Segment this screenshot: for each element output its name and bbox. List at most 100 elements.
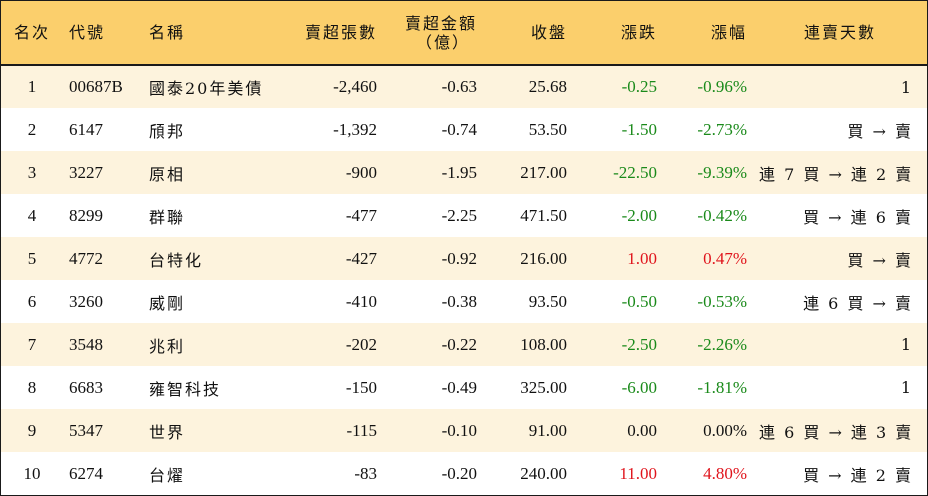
cell-change-pct: -0.42% bbox=[697, 205, 747, 225]
header-sell-shares[interactable]: 賣超張數 bbox=[304, 23, 377, 42]
cell-close: 91.00 bbox=[528, 420, 567, 440]
cell-sell-amount: -0.20 bbox=[441, 463, 477, 483]
cell-name: 台特化 bbox=[149, 250, 204, 270]
cell-close: 325.00 bbox=[520, 377, 567, 397]
cell-close: 240.00 bbox=[520, 463, 567, 483]
header-name[interactable]: 名稱 bbox=[149, 23, 186, 42]
header-rank[interactable]: 名次 bbox=[13, 23, 50, 42]
header-change-pct[interactable]: 漲幅 bbox=[710, 23, 747, 42]
cell-streak: 1 bbox=[900, 77, 913, 97]
cell-close: 217.00 bbox=[520, 162, 567, 182]
cell-rank: 3 bbox=[27, 162, 37, 182]
table-row[interactable]: 10 6274 台燿 -83 -0.20 240.00 11.00 4.80% 買 → 連 2 … bbox=[1, 452, 927, 495]
cell-change: -1.50 bbox=[621, 119, 657, 139]
cell-code: 6274 bbox=[69, 463, 103, 483]
cell-code: 4772 bbox=[69, 248, 103, 268]
cell-code: 6683 bbox=[69, 377, 103, 397]
cell-sell-shares: -900 bbox=[345, 162, 377, 182]
cell-sell-amount: -2.25 bbox=[441, 205, 477, 225]
cell-sell-shares: -1,392 bbox=[333, 119, 377, 139]
header-streak[interactable]: 連賣天數 bbox=[803, 23, 876, 42]
table-row[interactable]: 1 00687B 國泰20年美債 -2,460 -0.63 25.68 -0.25 -0.96… bbox=[1, 65, 927, 108]
cell-change: -0.50 bbox=[621, 291, 657, 311]
cell-change-pct: -0.53% bbox=[697, 291, 747, 311]
cell-rank: 6 bbox=[27, 291, 37, 311]
table-row[interactable]: 4 8299 群聯 -477 -2.25 471.50 -2.00 -0.42% 買 → 連 6… bbox=[1, 194, 927, 237]
header-code[interactable]: 代號 bbox=[69, 23, 106, 42]
cell-sell-shares: -202 bbox=[345, 334, 377, 354]
cell-streak: 連 6 買 → 賣 bbox=[803, 293, 913, 313]
cell-sell-amount: -0.38 bbox=[441, 291, 477, 311]
cell-close: 25.68 bbox=[528, 77, 567, 96]
cell-change-pct: 0.00% bbox=[703, 420, 747, 440]
cell-rank: 1 bbox=[27, 77, 37, 96]
cell-change: -2.00 bbox=[621, 205, 657, 225]
cell-change-pct: -1.81% bbox=[697, 377, 747, 397]
cell-code: 3260 bbox=[69, 291, 103, 311]
cell-close: 471.50 bbox=[520, 205, 567, 225]
cell-streak: 連 6 買 → 連 3 賣 bbox=[759, 422, 914, 442]
cell-sell-amount: -0.74 bbox=[441, 119, 477, 139]
cell-rank: 4 bbox=[27, 205, 37, 225]
cell-streak: 買 → 賣 bbox=[847, 121, 913, 141]
cell-sell-shares: -427 bbox=[345, 248, 377, 268]
header-row: 名次 代號 名稱 賣超張數 賣超金額 （億） 收盤 漲跌 漲幅 連賣天數 bbox=[1, 1, 927, 65]
cell-name: 威剛 bbox=[149, 293, 186, 313]
cell-sell-shares: -115 bbox=[346, 420, 377, 440]
cell-streak: 買 → 連 2 賣 bbox=[803, 465, 913, 485]
cell-sell-amount: -0.22 bbox=[441, 334, 477, 354]
cell-code: 6147 bbox=[69, 119, 103, 139]
table-row[interactable]: 2 6147 頎邦 -1,392 -0.74 53.50 -1.50 -2.73% 買 → 賣 bbox=[1, 108, 927, 151]
cell-streak: 連 7 買 → 連 2 賣 bbox=[759, 164, 914, 184]
cell-change: -6.00 bbox=[621, 377, 657, 397]
cell-close: 53.50 bbox=[528, 119, 567, 139]
cell-sell-shares: -150 bbox=[345, 377, 377, 397]
cell-rank: 9 bbox=[27, 420, 37, 440]
cell-sell-amount: -1.95 bbox=[441, 162, 477, 182]
cell-code: 3227 bbox=[69, 162, 103, 182]
table-row[interactable]: 9 5347 世界 -115 -0.10 91.00 0.00 0.00% 連 6 買 → 連 … bbox=[1, 409, 927, 452]
cell-change-pct: -0.96% bbox=[697, 77, 747, 96]
cell-rank: 7 bbox=[27, 334, 37, 354]
cell-change: -2.50 bbox=[621, 334, 657, 354]
header-sell-amount-line1: 賣超金額 bbox=[404, 13, 477, 33]
cell-change: -0.25 bbox=[621, 77, 657, 96]
cell-sell-amount: -0.10 bbox=[441, 420, 477, 440]
cell-streak: 買 → 連 6 賣 bbox=[803, 207, 913, 227]
cell-name: 世界 bbox=[149, 422, 186, 442]
cell-name: 雍智科技 bbox=[149, 379, 222, 399]
cell-name: 台燿 bbox=[149, 465, 186, 485]
cell-streak: 買 → 賣 bbox=[847, 250, 913, 270]
table-row[interactable]: 5 4772 台特化 -427 -0.92 216.00 1.00 0.47% 買 → 賣 bbox=[1, 237, 927, 280]
cell-sell-amount: -0.49 bbox=[441, 377, 477, 397]
cell-change-pct: -2.73% bbox=[697, 119, 747, 139]
cell-sell-shares: -410 bbox=[345, 291, 377, 311]
cell-close: 216.00 bbox=[520, 248, 567, 268]
cell-rank: 8 bbox=[27, 377, 37, 397]
table-row[interactable]: 3 3227 原相 -900 -1.95 217.00 -22.50 -9.39% 連 7 買 … bbox=[1, 151, 927, 194]
header-close[interactable]: 收盤 bbox=[530, 23, 567, 42]
cell-sell-amount: -0.63 bbox=[441, 77, 477, 96]
cell-name: 原相 bbox=[149, 164, 186, 184]
table-row[interactable]: 7 3548 兆利 -202 -0.22 108.00 -2.50 -2.26% 1 bbox=[1, 323, 927, 366]
table-row[interactable]: 8 6683 雍智科技 -150 -0.49 325.00 -6.00 -1.81% 1 bbox=[1, 366, 927, 409]
table-body: 1 00687B 國泰20年美債 -2,460 -0.63 25.68 -0.25 -0.96… bbox=[1, 65, 927, 495]
cell-close: 93.50 bbox=[528, 291, 567, 311]
cell-name: 群聯 bbox=[149, 207, 186, 227]
cell-sell-amount: -0.92 bbox=[441, 248, 477, 268]
cell-streak: 1 bbox=[900, 378, 913, 397]
cell-change-pct: 4.80% bbox=[703, 463, 747, 483]
cell-sell-shares: -2,460 bbox=[333, 77, 377, 96]
table-row[interactable]: 6 3260 威剛 -410 -0.38 93.50 -0.50 -0.53% 連 6 買 → … bbox=[1, 280, 927, 323]
header-change[interactable]: 漲跌 bbox=[620, 23, 657, 42]
cell-change-pct: -2.26% bbox=[697, 334, 747, 354]
cell-change: 11.00 bbox=[619, 463, 657, 483]
cell-change: 0.00 bbox=[627, 420, 657, 440]
cell-sell-shares: -477 bbox=[345, 205, 377, 225]
header-sell-amount[interactable]: 賣超金額 （億） bbox=[383, 1, 483, 65]
cell-close: 108.00 bbox=[520, 334, 567, 354]
table-header: 名次 代號 名稱 賣超張數 賣超金額 （億） 收盤 漲跌 漲幅 連賣天數 bbox=[1, 1, 927, 65]
cell-change: 1.00 bbox=[627, 248, 657, 268]
